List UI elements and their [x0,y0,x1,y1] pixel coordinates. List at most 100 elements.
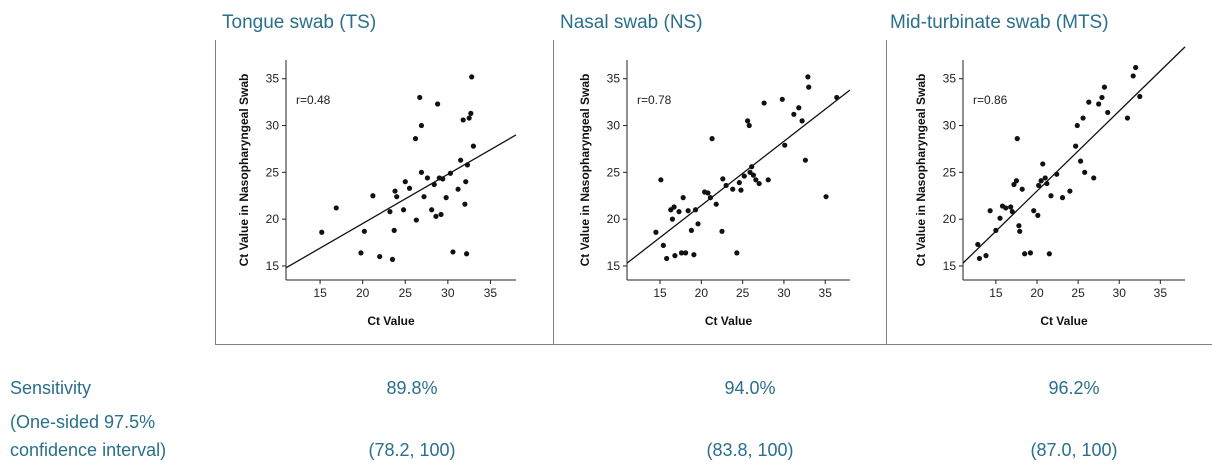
data-point [1008,204,1014,210]
data-point [823,194,829,200]
x-tick-label: 30 [1113,286,1127,300]
panel-divider-left [215,40,216,345]
data-point [1040,161,1046,167]
y-tick-label: 30 [607,119,621,133]
sensitivity-ns: 94.0% [724,378,776,398]
data-point [333,205,339,211]
data-point [983,253,989,259]
y-tick-label: 25 [943,165,957,179]
data-point [671,204,677,210]
data-point [709,136,715,142]
data-point [402,179,408,185]
panel-divider-mid1 [553,40,554,345]
y-tick-label: 20 [266,212,280,226]
data-point [1073,143,1079,149]
data-point [361,228,367,234]
data-point [418,122,425,129]
y-axis-title: Ct Value in Nasopharyngeal Swab [578,74,592,267]
panel-title-ns: Nasal swab (NS) [560,12,703,33]
ci-ts: (78.2, 100) [368,440,456,460]
data-point [418,169,425,175]
data-point [391,227,397,233]
data-point [738,187,744,193]
data-point [392,188,398,194]
data-point [1086,99,1092,105]
x-tick-label: 15 [313,286,327,300]
data-point [440,176,446,182]
data-point [462,201,468,207]
data-point [1091,175,1097,181]
data-point [1011,181,1017,188]
data-point [805,74,811,80]
data-point [1074,122,1080,129]
data-point [1080,115,1086,121]
data-point [1105,109,1111,116]
y-tick-label: 20 [607,212,621,226]
data-point [756,180,762,187]
data-point [464,162,471,168]
data-point [1009,209,1015,215]
data-point [1099,94,1105,101]
data-point [753,177,759,183]
ci-label-line1: (One-sided 97.5% [10,412,156,432]
data-point [435,101,441,107]
panel-divider-mid2 [886,40,887,345]
data-point [1019,186,1025,192]
data-point [1101,84,1108,90]
data-point [692,207,699,213]
data-point [389,256,396,263]
panel-title-mts: Mid-turbinate swab (MTS) [890,12,1109,33]
data-point [765,177,771,183]
data-point [746,122,752,129]
data-point [791,111,797,117]
data-point [1067,188,1073,194]
data-point [1027,250,1034,256]
data-point [1016,223,1022,229]
data-point [468,110,474,116]
data-point [1042,175,1048,181]
y-axis-title: Ct Value in Nasopharyngeal Swab [237,74,251,267]
data-point [1133,64,1139,71]
ci-label-line2: confidence interval) [10,440,167,460]
correlation-label: r=0.86 [973,93,1008,107]
x-axis-title: Ct Value [705,314,753,328]
data-point [1022,251,1028,257]
data-point [669,216,676,222]
x-tick-label: 20 [695,286,709,300]
data-point [720,176,726,182]
data-point [683,250,689,256]
data-point [438,211,444,218]
data-point [1035,212,1041,219]
data-point [975,241,981,248]
y-tick-label: 30 [943,119,957,133]
data-point [319,229,325,235]
regression-line [626,89,851,264]
data-point [1046,251,1052,257]
y-tick-label: 25 [266,165,280,179]
scatter-chart-ts: 15 20 25 30 35 15 20 25 30 35 Ct Value Ct Value in … [237,60,517,328]
y-tick-label: 35 [607,72,621,86]
x-axis-title: Ct Value [367,314,415,328]
data-point [417,94,423,101]
x-axis-title: Ct Value [1040,314,1088,328]
data-point [1124,115,1131,121]
data-point [1036,182,1042,189]
data-point [469,74,475,80]
data-point [976,255,983,262]
data-point [749,164,755,170]
regression-line [285,134,517,269]
data-point [685,208,691,214]
scatter-chart-mts: 15 20 25 30 35 15 20 25 30 35 Ct Value Ct Value in … [914,46,1186,328]
data-point [987,208,993,214]
data-point [463,179,469,185]
data-point [450,249,456,255]
data-point [688,227,695,233]
x-tick-label: 20 [1030,286,1044,300]
x-tick-label: 30 [441,286,455,300]
data-point [761,100,767,106]
correlation-label: r=0.78 [637,93,672,107]
data-point [413,217,419,223]
data-point [750,172,756,178]
x-tick-label: 35 [1154,286,1168,300]
data-point [1013,178,1020,184]
